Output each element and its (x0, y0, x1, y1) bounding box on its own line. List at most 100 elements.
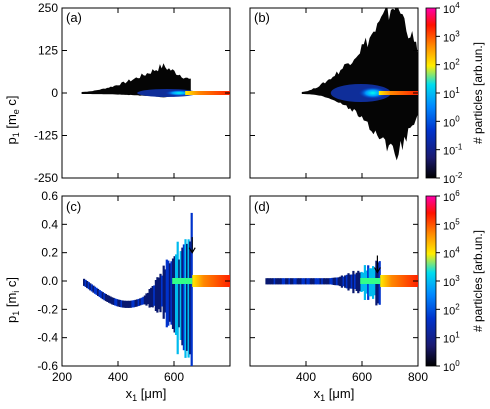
panel-c-y-axis-label: p1 [mi c] (4, 277, 21, 323)
x-tick-label: 200 (52, 370, 72, 384)
momentum-column (317, 278, 321, 285)
momentum-column (86, 281, 89, 289)
momentum-column (139, 298, 142, 306)
momentum-column (342, 276, 345, 287)
y-tick-label: 250 (38, 1, 58, 15)
beam-streak (192, 275, 230, 287)
momentum-column (120, 300, 123, 308)
colorbar-tick-label: 100 (443, 359, 460, 374)
momentum-column (275, 278, 278, 285)
momentum-column (294, 278, 298, 285)
momentum-column (89, 283, 92, 291)
momentum-column (304, 278, 307, 285)
momentum-column (276, 278, 280, 285)
momentum-column (142, 296, 145, 305)
colorbar-tick-label: 101 (443, 86, 460, 101)
panel-d-x-axis-label: x1 [μm] (314, 386, 355, 403)
panel-a-label: (a) (66, 10, 82, 25)
momentum-column (298, 278, 301, 285)
momentum-column (161, 275, 164, 307)
momentum-column (125, 300, 128, 308)
momentum-column (268, 278, 271, 285)
momentum-column (319, 278, 322, 285)
momentum-column (332, 277, 335, 285)
y-tick-label: 125 (38, 44, 58, 58)
momentum-column (340, 275, 343, 288)
momentum-column (190, 212, 193, 366)
colorbar-tick-label: 102 (443, 302, 460, 317)
colorbar-tick-label: 104 (443, 1, 460, 16)
momentum-column (156, 277, 159, 313)
panel-a-distribution (81, 63, 230, 98)
momentum-column (131, 300, 134, 308)
momentum-column (178, 259, 181, 328)
y-tick-label: -125 (34, 129, 58, 143)
y-tick-label: -0.6 (37, 359, 58, 373)
momentum-column (165, 259, 168, 328)
momentum-column (322, 278, 325, 285)
momentum-column (111, 297, 114, 305)
momentum-column (162, 265, 165, 319)
momentum-column (335, 277, 339, 286)
panel-c: (c) (61, 195, 231, 367)
momentum-column (296, 278, 299, 285)
x-tick-label: 400 (108, 370, 128, 384)
momentum-column (136, 299, 139, 307)
beam-streak (378, 91, 418, 95)
momentum-column (92, 285, 95, 293)
momentum-column (134, 299, 137, 307)
x-tick-label: 600 (352, 370, 372, 384)
y-tick-label: -250 (34, 171, 58, 185)
momentum-column (143, 295, 146, 305)
momentum-column (281, 278, 284, 285)
x-tick-label: 800 (408, 370, 428, 384)
beam-head (360, 278, 381, 284)
momentum-column (129, 300, 132, 308)
momentum-column (285, 278, 288, 285)
y-tick-label: 0.6 (41, 189, 58, 203)
colorbar-tick-label: 104 (443, 246, 460, 261)
momentum-column (122, 300, 125, 308)
momentum-column (306, 278, 309, 285)
momentum-column (137, 298, 140, 306)
momentum-column (100, 291, 103, 299)
momentum-column (337, 277, 340, 286)
momentum-column (97, 288, 100, 296)
colorbar-top-gradient (425, 7, 437, 179)
colorbar-top-label: # particles [arb.un.] (471, 42, 485, 144)
momentum-column (150, 287, 153, 307)
panel-d-label: (d) (254, 199, 270, 214)
momentum-column (145, 293, 148, 306)
momentum-column (184, 239, 187, 358)
colorbar-tick-label: 103 (443, 274, 460, 289)
momentum-column (303, 278, 306, 285)
momentum-column (293, 278, 296, 285)
momentum-column (159, 273, 162, 313)
marker-arrowhead (373, 267, 381, 274)
momentum-column (83, 278, 86, 286)
momentum-column (267, 278, 270, 285)
momentum-column (349, 274, 352, 289)
momentum-column (265, 278, 268, 285)
momentum-column (181, 247, 184, 346)
colorbar-tick-label: 101 (443, 331, 460, 346)
y-tick-label: 0.2 (41, 246, 58, 260)
panel-c-distribution (83, 212, 230, 366)
y-tick-label: 0.4 (41, 217, 58, 231)
momentum-column (331, 277, 334, 285)
momentum-column (106, 294, 109, 302)
momentum-column (278, 278, 281, 285)
momentum-column (291, 278, 294, 285)
momentum-column (118, 299, 122, 307)
momentum-column (98, 290, 101, 298)
colorbar-tick-label: 103 (443, 29, 460, 44)
beam-head (172, 278, 193, 284)
momentum-column (179, 251, 182, 340)
momentum-column (286, 278, 289, 285)
momentum-column (87, 282, 90, 290)
momentum-column (84, 279, 87, 287)
colorbar-tick-label: 106 (443, 189, 460, 204)
momentum-column (132, 300, 136, 308)
beam-streak (380, 275, 418, 287)
